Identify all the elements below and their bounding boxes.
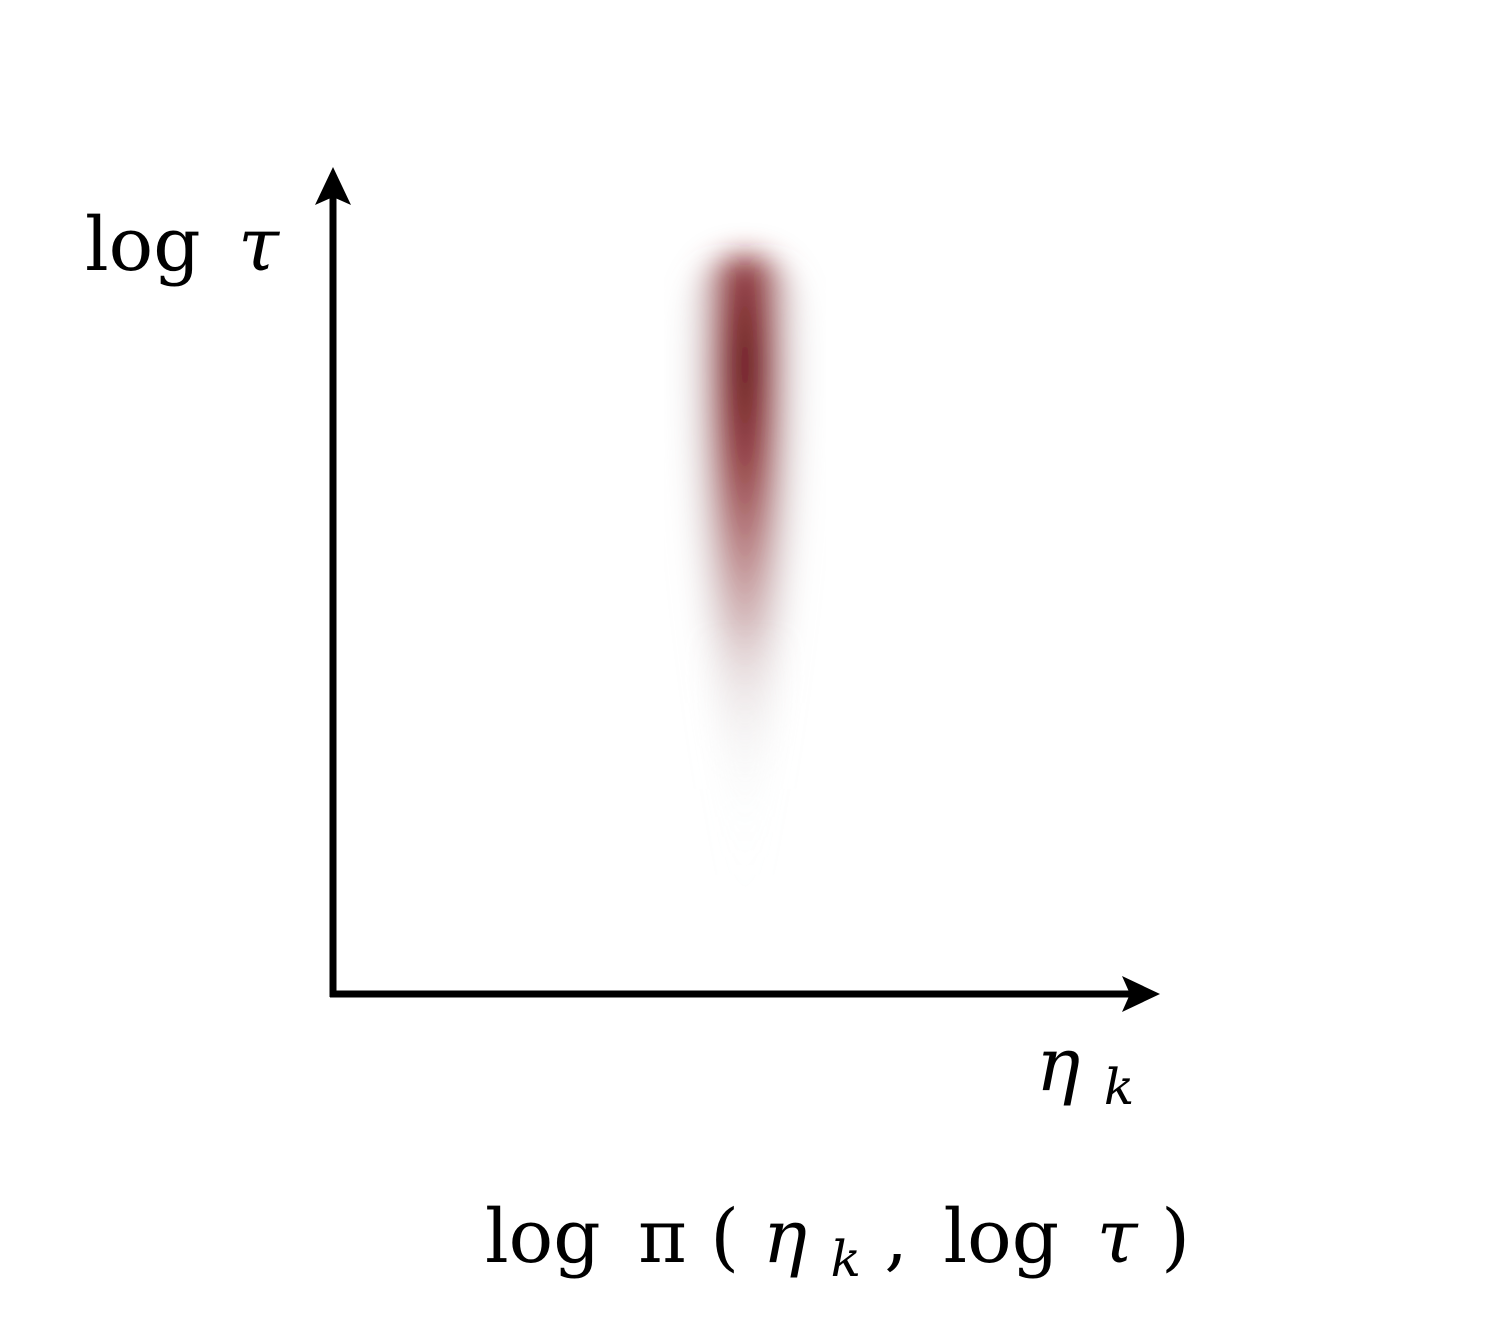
caption: log π ( η k , log τ ) bbox=[485, 1194, 1190, 1294]
y-axis-arrowhead bbox=[315, 167, 351, 205]
y-axis-label: log τ bbox=[85, 202, 280, 288]
x-axis-label: η k bbox=[1036, 1022, 1134, 1116]
x-axis bbox=[330, 976, 1160, 1012]
y-axis bbox=[315, 167, 351, 997]
x-axis-arrowhead bbox=[1122, 976, 1160, 1012]
density-blob bbox=[677, 255, 813, 935]
density-teardrop bbox=[677, 255, 813, 935]
